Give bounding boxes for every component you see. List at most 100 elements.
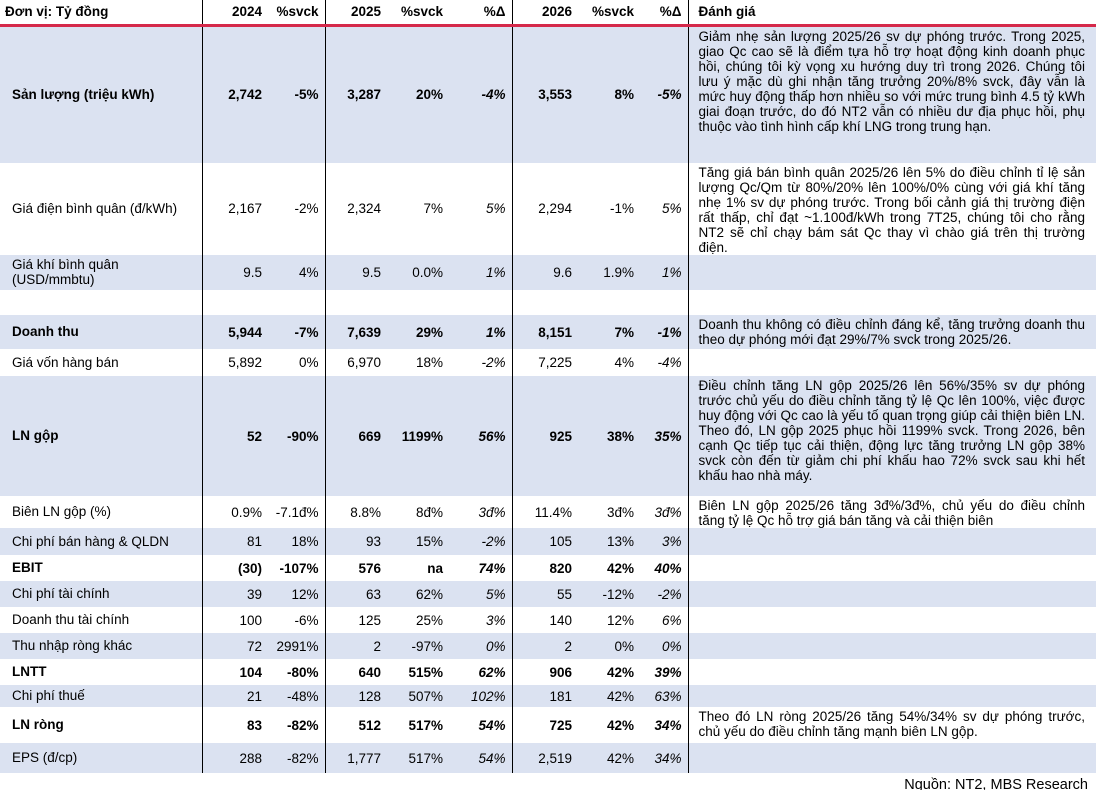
col-header-2024: 2024 [202,0,268,27]
cell-2025: 640 [358,664,381,680]
cell-svck-2026: 42% [578,685,640,708]
cell-svck-2024: -7.1đ% [268,496,326,529]
cell-delta-2025: -4% [449,25,513,163]
cell-2025: 3,287 [325,25,387,163]
cell-svck-2026: 4% [614,355,634,371]
cell-svck-2026: -1% [609,201,634,216]
cell-svck-2024: 0% [268,349,326,377]
cell-svck-2024: -82% [268,743,326,774]
cell-svck-2025: 15% [387,528,449,556]
cell-svck-2025: 8đ% [415,504,443,520]
cell-svck-2025: 517% [387,743,449,774]
cell-svck-2025: 20% [387,25,449,163]
forecast-table: Đơn vị: Tỷ đồng 2024 %svck 2025 %svck %Δ… [0,0,1096,774]
cell-delta-2026: -4% [640,349,689,377]
cell-svck-2024: -80% [268,659,326,686]
review-cell [688,555,1096,581]
cell-svck-2026 [578,290,640,315]
cell-2025: 128 [325,685,387,708]
review-header: Đánh giá [688,0,1096,27]
cell-delta-2026: 3% [640,528,689,556]
cell-svck-2026: 42% [578,743,640,774]
cell-2026 [512,290,578,315]
cell-delta-2025: 5% [449,162,513,255]
cell-svck-2025: 517% [408,717,443,733]
table-row: Doanh thu tài chính 100 -6% 125 25% 3% 140 12% 6… [0,607,1096,634]
row-label: Chi phí bán hàng & QLDN [0,528,203,556]
cell-2026: 181 [512,685,578,708]
cell-delta-2025: 0% [449,633,513,660]
cell-delta-2026: 1% [640,254,689,291]
cell-2024 [202,290,268,315]
cell-svck-2025: 29% [387,315,449,350]
cell-delta-2026: 0% [640,633,689,660]
table-row: EPS (đ/cp) 288 -82% 1,777 517% 54% 2,519 42% 34% [0,743,1096,774]
table-row: LNTT 104 -80% 640 515% 62% 906 42% 39% [0,659,1096,686]
table-row: Sản lượng (triệu kWh) 2,742 -5% 3,287 20% -4%… [0,25,1096,163]
cell-2026: 105 [512,528,578,556]
cell-svck-2024: 18% [268,528,326,556]
table-body: Sản lượng (triệu kWh) 2,742 -5% 3,287 20% -4%… [0,25,1096,774]
cell-delta-2026: 6% [640,607,689,634]
cell-2024: 81 [202,528,268,556]
cell-delta-2025: 54% [449,707,513,744]
table-row: Chi phí thuế 21 -48% 128 507% 102% 181 42% 63% [0,685,1096,708]
cell-2025: 2 [325,633,387,660]
table-row: EBIT (30) -107% 576 na 74% 820 42% 40% [0,555,1096,582]
cell-2026: 2,519 [512,743,578,774]
cell-svck-2026: 13% [578,528,640,556]
table-row: Chi phí bán hàng & QLDN 81 18% 93 15% -2% 105 1… [0,528,1096,556]
review-cell [688,254,1096,291]
review-cell [688,581,1096,608]
cell-delta-2026: 39% [640,659,689,686]
cell-2025: 93 [325,528,387,556]
table-row: LN ròng 83 -82% 512 517% 54% 725 42% 34% Theo đó … [0,707,1096,744]
table-row: LN gộp 52 -90% 669 1199% 56% 925 38% 35% Điều chỉ… [0,376,1096,497]
cell-svck-2026: 3đ% [606,504,634,520]
cell-2024: 2,167 [228,201,262,216]
source-note: Nguồn: NT2, MBS Research [904,777,1088,790]
cell-2026: 820 [549,560,572,576]
row-label: Sản lượng (triệu kWh) [0,25,203,163]
cell-2025: 6,970 [347,355,381,371]
cell-delta-2025: -2% [449,349,513,377]
cell-2025: 125 [358,612,381,628]
cell-svck-2024: -7% [268,315,326,350]
cell-svck-2026: 8% [578,25,640,163]
col-header-2025: 2025 [325,0,387,27]
review-cell [688,743,1096,774]
cell-svck-2024 [268,290,326,316]
cell-svck-2026: 12% [606,612,634,628]
cell-svck-2024: 2991% [268,633,326,660]
cell-svck-2025: -97% [387,633,449,660]
table-row: Giá khí bình quân (USD/mmbtu) 9.5 4% 9.5 0.0… [0,254,1096,291]
row-label: Doanh thu [0,315,203,350]
cell-2024: 52 [202,376,268,497]
cell-delta-2026: 63% [640,685,689,708]
review-cell: Theo đó LN ròng 2025/26 tăng 54%/34% sv … [698,709,1086,740]
col-header-delta-2025: %Δ [449,0,513,27]
table-row: Giá vốn hàng bán 5,892 0% 6,970 18% -2% 7,225 4… [0,349,1096,377]
review-cell [688,607,1096,633]
cell-2026: 7,225 [538,355,572,371]
cell-svck-2024: -6% [268,607,326,634]
cell-delta-2026: 34% [640,743,689,774]
cell-svck-2026: 38% [578,376,640,497]
cell-svck-2026: -12% [578,581,640,608]
cell-delta-2025: 102% [449,685,513,708]
cell-2026: 55 [512,581,578,608]
cell-2026: 140 [549,612,572,628]
cell-2025: 9.5 [325,254,387,291]
table-row: Doanh thu 5,944 -7% 7,639 29% 1% 8,151 7% -1% Doa… [0,315,1096,350]
cell-delta-2025: 1% [449,315,513,350]
row-label: Chi phí thuế [0,685,203,708]
row-label: EPS (đ/cp) [0,743,203,774]
header-row: Đơn vị: Tỷ đồng 2024 %svck 2025 %svck %Δ… [0,0,1096,27]
row-label: Doanh thu tài chính [0,607,203,634]
cell-svck-2025: 0.0% [387,254,449,291]
cell-2024: 5,944 [202,315,268,350]
cell-svck-2026: 1.9% [578,254,640,291]
cell-svck-2025: 25% [415,612,443,628]
cell-svck-2025: 18% [415,355,443,371]
